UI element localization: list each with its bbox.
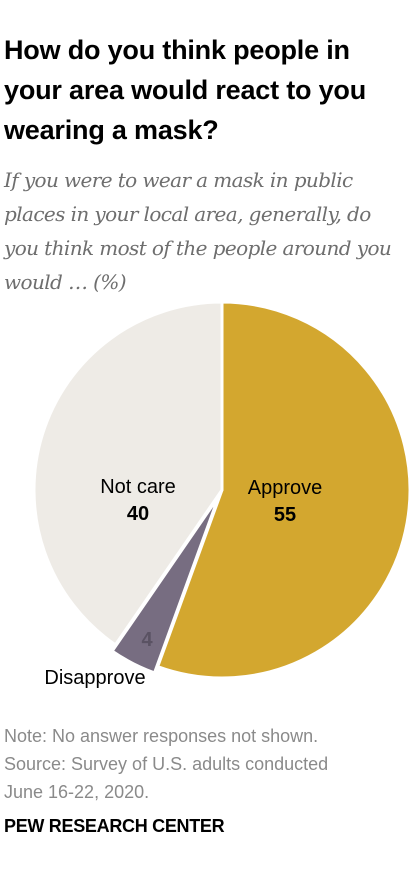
pie-slice-disapprove <box>110 494 221 675</box>
chart-title: How do you think people in your area wou… <box>4 35 366 145</box>
note-dates: June 16-22, 2020. <box>4 782 150 802</box>
slice-label-approve: Approve <box>248 477 323 499</box>
note-source: Source: Survey of U.S. adults conducted <box>4 754 329 774</box>
chart-note: Note: No answer responses not shown. Sou… <box>4 722 404 806</box>
slice-label-not-care: Not care <box>100 476 176 498</box>
source-organization: PEW RESEARCH CENTER <box>4 816 225 836</box>
pie-chart: Approve 55 Disapprove 4 Not care 40 <box>0 280 414 710</box>
slice-label-disapprove: Disapprove <box>44 667 145 689</box>
note-no-answer: Note: No answer responses not shown. <box>4 726 319 746</box>
pie-slice-not-care <box>32 300 224 647</box>
slice-value-not-care: 40 <box>127 503 149 525</box>
chart-subtitle: If you were to wear a mask in public pla… <box>4 168 392 294</box>
pie-slice-approve <box>156 300 412 680</box>
pie-chart-svg: Approve 55 Disapprove 4 Not care 40 <box>32 300 412 689</box>
slice-value-disapprove: 4 <box>141 629 153 651</box>
slice-value-approve: 55 <box>274 504 296 526</box>
